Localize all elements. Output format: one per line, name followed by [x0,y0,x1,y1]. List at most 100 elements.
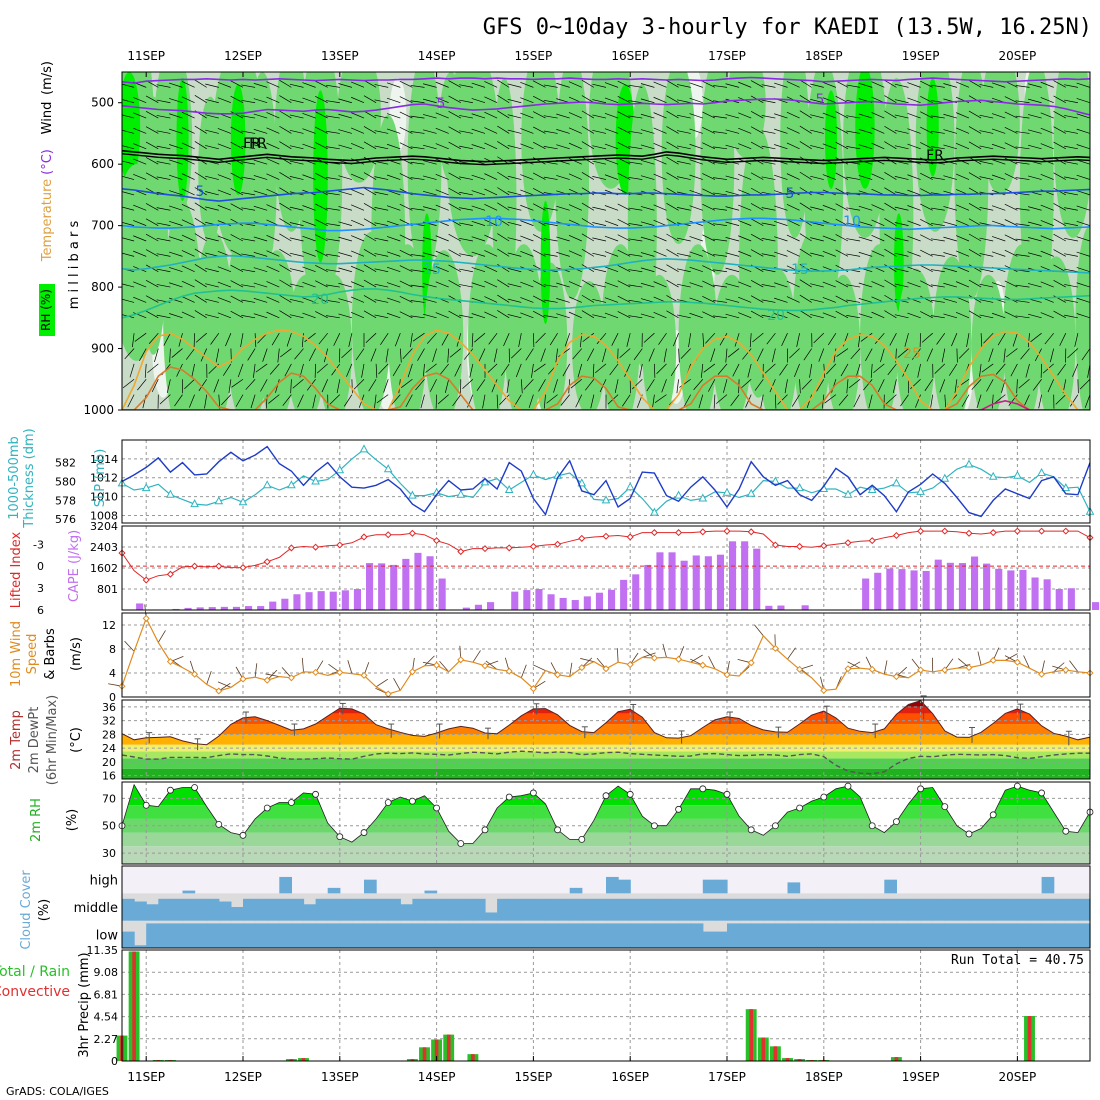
wind10m-frame [121,612,1091,698]
cape-bar [523,590,531,610]
wind-barb [1064,253,1078,257]
wind-barb [585,379,595,391]
wind-barb [189,394,195,408]
wind-barb [796,333,800,347]
wind-barb [289,114,304,119]
wind-barb [907,220,921,226]
rh-moist-region [521,72,561,232]
wind-barb [241,207,256,211]
wind-barb [181,96,195,104]
wind-barb [762,409,764,410]
isotherm--5b [122,98,1090,116]
cloud-middle-cell [1005,898,1018,921]
wind-barb [422,114,437,119]
wind-barb [1076,144,1090,150]
wind-barb [205,145,219,150]
wind-barb [628,207,643,211]
cape-bar [680,560,688,610]
wind-barb [835,409,836,410]
wind-barb [799,171,812,180]
rh2m-point [941,803,949,810]
thickness-point [940,473,950,482]
rh2m-point [917,785,924,793]
cape-bar [801,605,809,610]
wind-barb [581,79,595,88]
cloud-middle-cell [1017,898,1031,921]
wind-barb [991,236,1006,242]
wind-barb [422,237,437,242]
wind-barb [279,95,292,104]
cape-bar [704,556,712,610]
rh2m-point [505,793,513,801]
wind-barb [764,363,776,374]
cloud-middle-cell [606,898,619,921]
wind-barb [786,204,800,211]
wind-speed-point [578,664,586,672]
wind-barb [750,203,764,211]
isotherm-label: 5 [786,186,795,202]
thickness-point [698,493,708,502]
rh-moist-region [194,231,234,410]
legend-temperature-label: Temperature [40,179,55,262]
wind-barb [122,240,123,241]
wind-barb [799,79,812,88]
wind-barb [835,172,849,180]
wind-barb [156,161,171,165]
wind-barb [1027,144,1042,150]
cloud-low-cell [908,923,922,948]
wind-barb [1027,98,1042,104]
wind-barb [871,112,885,119]
cloud-middle-cell [158,898,171,921]
wind-barb [351,409,352,410]
wind-barb [818,348,825,362]
rh2m-point [433,804,441,812]
wind-barb [955,281,970,288]
wind-barb [169,82,183,88]
wind-barb [628,299,643,303]
wind-barb [774,205,788,211]
wind-barb [145,141,159,150]
wind-barb [1076,113,1090,119]
wind-barb [688,333,692,348]
cloud-low-cell [811,923,825,948]
wind-barb [725,283,740,288]
wind-barb [907,97,921,104]
wind-barb [444,379,450,393]
wind-barb [920,280,933,288]
li-point [166,570,174,578]
cloud-high-cell [279,876,292,894]
wind-barb [968,80,982,88]
wind-barb [507,206,522,211]
wind-barb [943,282,957,288]
wind-barb [553,379,558,393]
cape-bar [1007,570,1015,610]
wind-barb [640,113,655,119]
wind-barb [484,111,498,119]
wind-barb [1064,284,1078,288]
cloud-middle-cell [194,898,208,921]
wind-barb [315,295,328,303]
wind-barb [507,237,522,242]
thickness-point [746,488,756,497]
cloud-middle-cell [339,898,353,921]
surface-wind-barb [206,671,212,685]
wind-barb [507,175,522,180]
cape-bar [983,563,991,610]
wind-barb [230,80,244,88]
wind-barb [865,348,873,361]
wind-barb [194,79,207,88]
wind-barb [810,114,824,119]
cloud-middle-cell [545,898,559,921]
wind-barb [846,115,861,119]
wind-barb [799,279,812,288]
wind-barb [991,174,1006,180]
cape-bar [366,563,374,610]
wind-barb [315,280,328,288]
rh2m-point [723,790,731,798]
wind-barb [907,205,921,211]
wind-barb [532,409,534,410]
wind-barb [981,363,994,373]
cape-bar [898,569,906,610]
wind-barb [535,332,546,344]
